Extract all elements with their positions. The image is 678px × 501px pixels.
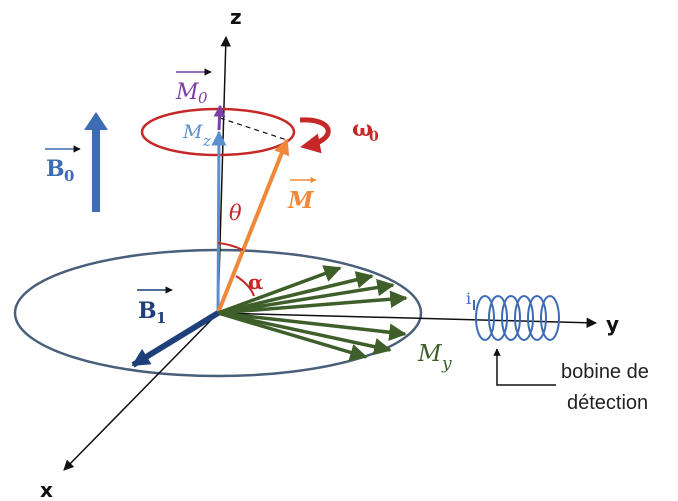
coil-caption-line1: bobine de: [561, 361, 649, 383]
svg-text:0: 0: [198, 89, 208, 107]
x-axis: [63, 312, 219, 471]
coil-current-label: i: [466, 289, 471, 308]
svg-text:z: z: [202, 132, 211, 150]
b0-arrowhead: [84, 112, 108, 130]
caption-connector: [493, 348, 556, 386]
alpha-label: α: [248, 270, 263, 294]
alpha-arc: [235, 275, 255, 297]
m-label: M: [287, 177, 317, 214]
svg-text:B: B: [46, 156, 65, 182]
rotation-arrow-icon: [299, 117, 331, 154]
m0-vector: [213, 104, 226, 131]
svg-text:M: M: [417, 341, 443, 367]
omega0-label: ω 0: [352, 116, 379, 145]
mz-vector: [211, 130, 227, 314]
svg-text:0: 0: [369, 129, 379, 145]
coil-caption-line2: détection: [567, 392, 648, 414]
svg-text:M: M: [175, 80, 199, 105]
svg-text:y: y: [441, 354, 452, 374]
detection-coil: [473, 295, 560, 341]
svg-text:M: M: [182, 121, 203, 143]
b1-vector: [131, 310, 220, 368]
m-vector: [216, 138, 290, 314]
b0-label: B 0: [45, 145, 81, 185]
projection-dashed-line: [219, 117, 288, 141]
m0-label: M 0: [175, 68, 212, 107]
z-axis-label: z: [230, 5, 242, 29]
theta-arc: [217, 242, 244, 251]
my-label: M y: [417, 341, 452, 374]
svg-text:B: B: [138, 298, 157, 324]
svg-text:0: 0: [64, 167, 74, 185]
y-axis-label: y: [606, 312, 619, 336]
theta-label: θ: [229, 201, 242, 225]
my-fan-arrows: [217, 265, 408, 361]
b1-label: B 1: [137, 286, 173, 327]
svg-text:M: M: [287, 187, 315, 214]
x-axis-label: x: [40, 478, 53, 501]
svg-text:1: 1: [156, 309, 166, 327]
svg-text:ω: ω: [352, 116, 373, 142]
mz-label: M z: [182, 121, 211, 150]
